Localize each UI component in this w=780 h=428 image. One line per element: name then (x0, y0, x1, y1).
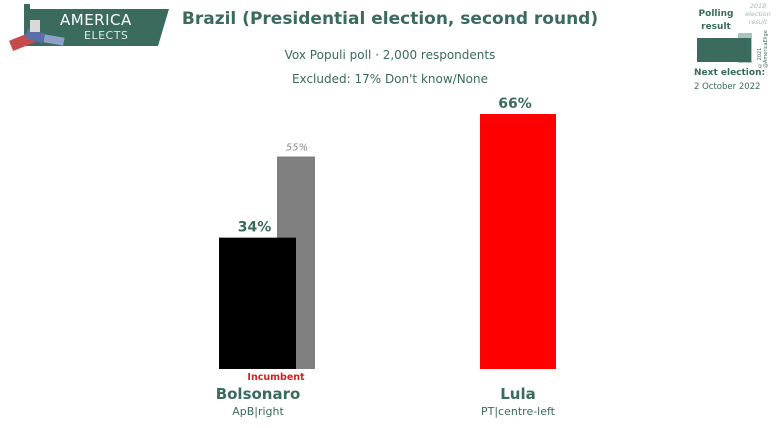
candidate-name-bolsonaro: Bolsonaro (215, 385, 301, 403)
legend-label-previous: 2018 election result (745, 2, 771, 26)
logo-flag-pole (24, 4, 30, 28)
bar-polling-bolsonaro (219, 237, 296, 369)
logo-text-america: AMERICA (60, 11, 132, 29)
chart-subtitle: Vox Populi poll · 2,000 respondents (284, 48, 496, 62)
chart-title: Brazil (Presidential election, second ro… (181, 9, 599, 29)
candidate-party-bolsonaro: ApB|right (232, 405, 284, 418)
logo-graphic (9, 4, 169, 52)
logo-banner (24, 9, 169, 46)
logo-block-blue (24, 28, 46, 44)
logo-block-grey (30, 20, 40, 32)
next-election-date: 2 October 2022 (694, 82, 761, 92)
candidate-party-lula: PT|centre-left (481, 405, 555, 418)
legend-swatch-polling (697, 38, 751, 62)
next-election-label: Next election: (694, 68, 766, 78)
excluded-note: Excluded: 17% Don't know/None (291, 72, 489, 86)
data-label-polling-lula: 66% (498, 96, 532, 112)
candidate-name-lula: Lula (500, 385, 536, 403)
incumbent-label: Incumbent (247, 372, 305, 383)
data-label-polling-bolsonaro: 34% (238, 220, 272, 236)
logo-text-elects: ELECTS (84, 29, 129, 42)
bar-polling-lula (480, 114, 556, 369)
legend-label-polling: Polling result (698, 9, 734, 32)
logo-block-lightblue (43, 34, 65, 46)
data-label-previous-bolsonaro: 55% (286, 143, 308, 154)
